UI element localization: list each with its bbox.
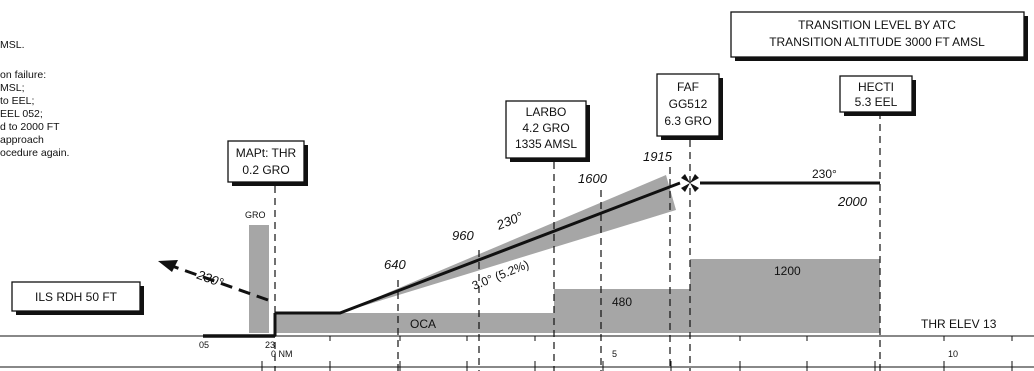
larbo-fix-box: LARBO 4.2 GRO 1335 AMSL [505,100,590,162]
hecti-name: HECTI [858,80,894,94]
missed-track-label: 230° [194,267,225,291]
oca-label: OCA [410,317,436,331]
final-approach-profile [275,181,681,315]
oca-area-1200 [690,259,880,333]
ils-rdh-text: ILS RDH 50 FT [35,290,118,304]
faf-distance: 6.3 GRO [664,114,711,128]
faf-name: FAF [677,80,699,94]
glide-path-protection-area [340,175,676,313]
larbo-distance: 4.2 GRO [522,121,569,135]
faf-symbol [681,174,699,192]
alt-1600-label: 1600 [578,171,608,186]
hecti-fix-box: HECTI 5.3 EEL [839,75,916,116]
notes-line-3: on failure: [0,69,46,81]
missed-approach-notes: MSL. on failure: MSL; to EEL; EEL 052; d… [0,39,69,159]
runway-23-label: 23 [265,340,275,350]
mapt-distance: 0.2 GRO [242,163,289,177]
missed-approach-arrowhead [158,260,178,272]
threshold-elevation-label: THR ELEV 13 [921,317,997,331]
distance-zero-label: 0 NM [271,349,293,359]
oca-480-label: 480 [612,295,632,309]
distance-ten-label: 10 [948,349,958,359]
gro-label: GRO [245,210,266,220]
hecti-distance: 5.3 EEL [855,95,898,109]
larbo-name: LARBO [526,105,567,119]
notes-line-6: EEL 052; [0,108,43,120]
oca-1200-label: 1200 [774,264,801,278]
alt-1915-label: 1915 [643,149,673,164]
initial-track-label: 230° [812,167,837,181]
final-track-label: 230° [493,209,524,233]
notes-line-5: to EEL; [0,95,34,107]
notes-line-8: approach [0,134,44,146]
transition-level-text: TRANSITION LEVEL BY ATC [798,18,956,32]
alt-640-label: 640 [384,257,406,272]
mapt-name: MAPt: THR [236,146,297,160]
notes-line-4: MSL; [0,82,25,94]
runway-05-label: 05 [199,340,209,350]
gro-obstacle-bar [249,225,269,333]
mapt-fix-box: MAPt: THR 0.2 GRO [227,140,308,186]
faf-fix-box: FAF GG512 6.3 GRO [656,73,723,140]
notes-line-9: ocedure again. [0,147,69,159]
oca-area [276,313,554,333]
ils-rdh-box: ILS RDH 50 FT [11,281,144,315]
faf-ident: GG512 [669,97,708,111]
alt-960-label: 960 [452,228,474,243]
distance-five-label: 5 [612,349,617,359]
notes-line-7: d to 2000 FT [0,121,60,133]
notes-line-1: MSL. [0,39,25,51]
alt-2000-label: 2000 [837,194,868,209]
oca-area-480 [554,289,690,333]
distance-scale-ticks [261,336,1013,371]
missed-approach-path [171,264,269,302]
transition-altitude-text: TRANSITION ALTITUDE 3000 FT AMSL [769,35,985,49]
transition-box: TRANSITION LEVEL BY ATC TRANSITION ALTIT… [730,11,1028,61]
larbo-altitude: 1335 AMSL [515,137,577,151]
